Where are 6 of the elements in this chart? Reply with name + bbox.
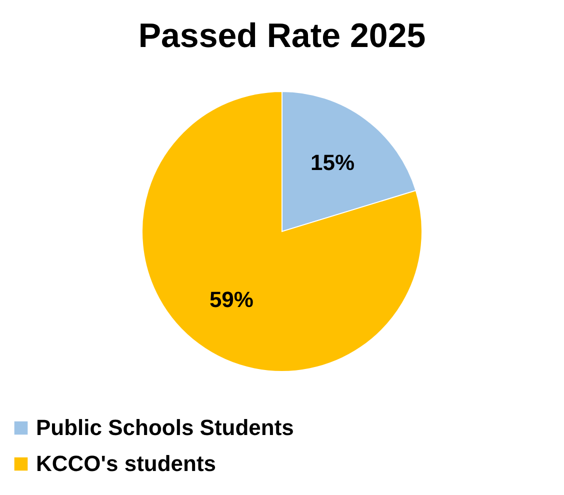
legend-label: KCCO's students (36, 451, 216, 476)
legend-label: Public Schools Students (36, 415, 294, 440)
chart-title: Passed Rate 2025 (138, 17, 426, 55)
pie-slice (142, 91, 422, 372)
data-label: 59% (209, 286, 254, 312)
data-label: 15% (310, 150, 355, 176)
